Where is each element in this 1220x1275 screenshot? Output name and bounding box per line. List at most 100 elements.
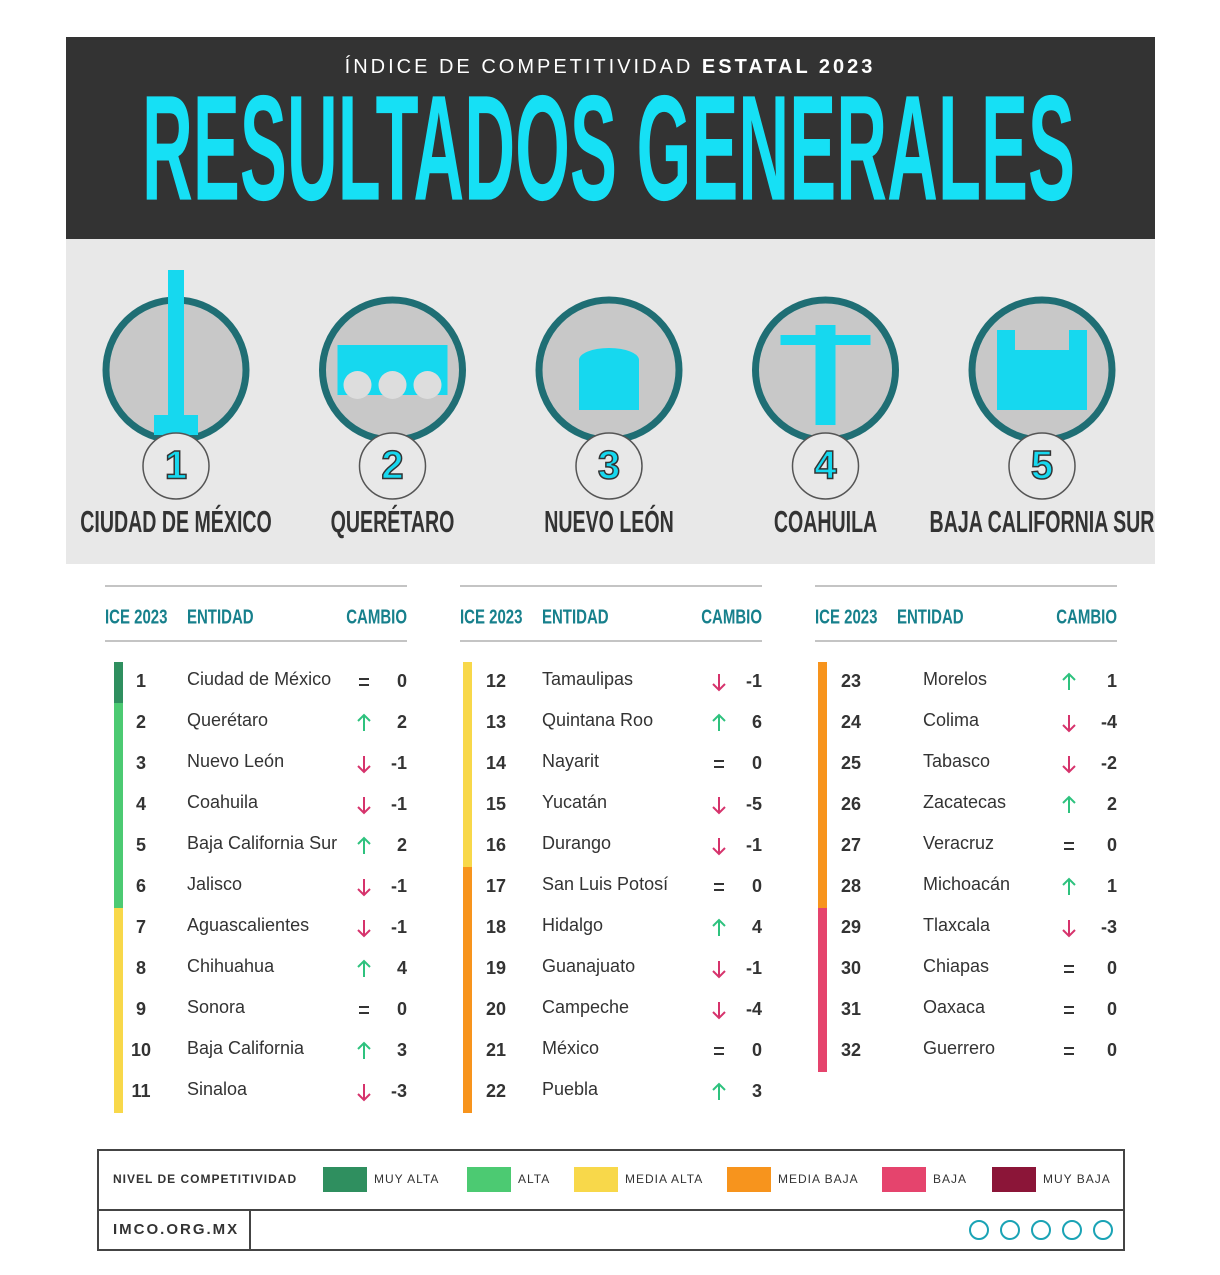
level-bar xyxy=(463,703,472,744)
icon-part xyxy=(997,350,1087,410)
change: -4 xyxy=(746,999,762,1019)
header-band xyxy=(66,37,1155,239)
entity: Tlaxcala xyxy=(923,915,991,935)
level-bar xyxy=(114,867,123,908)
change: 0 xyxy=(1107,958,1117,978)
level-bar xyxy=(818,826,827,867)
rank: 13 xyxy=(486,712,506,732)
change: 2 xyxy=(397,712,407,732)
entity: Campeche xyxy=(542,997,629,1017)
entity: México xyxy=(542,1038,599,1058)
change: 2 xyxy=(397,835,407,855)
podium-icon xyxy=(579,348,639,410)
entity: Quintana Roo xyxy=(542,710,653,730)
entity: Morelos xyxy=(923,669,987,689)
level-bar xyxy=(818,990,827,1031)
podium-item: 1 CIUDAD DE MÉXICO xyxy=(80,270,272,539)
social-icon[interactable] xyxy=(1031,1220,1051,1240)
change-arrow xyxy=(357,713,371,731)
change: -5 xyxy=(746,794,762,814)
level-bar xyxy=(463,826,472,867)
icon-part xyxy=(815,325,836,425)
entity: Jalisco xyxy=(187,874,242,894)
change: 4 xyxy=(397,958,407,978)
rank: 28 xyxy=(841,876,861,896)
level-bar xyxy=(463,744,472,785)
level-bar xyxy=(463,949,472,990)
change-arrow xyxy=(357,1084,371,1102)
change-arrow xyxy=(357,797,371,815)
change: 0 xyxy=(752,753,762,773)
change-arrow xyxy=(712,961,726,979)
entity: San Luis Potosí xyxy=(542,874,668,894)
rank: 11 xyxy=(131,1081,150,1101)
table-header: ENTIDAD xyxy=(187,605,254,628)
social-icon[interactable] xyxy=(1093,1220,1113,1240)
podium-name: QUERÉTARO xyxy=(331,505,455,540)
legend-swatch xyxy=(992,1167,1036,1192)
rank: 4 xyxy=(136,794,146,814)
table-header: ICE 2023 xyxy=(460,605,523,628)
level-bar xyxy=(463,990,472,1031)
legend-swatch xyxy=(574,1167,618,1192)
rank: 32 xyxy=(841,1040,861,1060)
level-bar xyxy=(114,1072,123,1113)
rank: 29 xyxy=(841,917,861,937)
change-arrow xyxy=(712,1082,726,1100)
title: RESULTADOS GENERALES xyxy=(142,64,1075,232)
podium-rank-circle xyxy=(142,432,210,500)
change-arrow xyxy=(1062,920,1076,938)
change-arrow xyxy=(712,1002,726,1020)
change-arrow xyxy=(357,836,371,854)
level-bar xyxy=(463,867,472,908)
change: -1 xyxy=(746,958,762,978)
change-arrow xyxy=(357,959,371,977)
table-header: CAMBIO xyxy=(346,605,407,628)
rank: 24 xyxy=(841,712,861,732)
level-bar xyxy=(114,1031,123,1072)
rank: 20 xyxy=(486,999,506,1019)
social-icon[interactable] xyxy=(1062,1220,1082,1240)
rank: 31 xyxy=(841,999,861,1019)
table-header: CAMBIO xyxy=(1056,605,1117,628)
podium-item: 4 COAHUILA xyxy=(752,296,899,539)
table-header: ENTIDAD xyxy=(542,605,609,628)
footer-site[interactable]: IMCO.ORG.MX xyxy=(113,1221,239,1238)
podium-item: 5 BAJA CALIFORNIA SUR xyxy=(930,296,1155,539)
icon-part xyxy=(413,371,442,399)
rank: 7 xyxy=(136,917,146,937)
level-bar xyxy=(463,785,472,826)
level-bar xyxy=(463,1031,472,1072)
social-icon[interactable] xyxy=(1000,1220,1020,1240)
change-arrow xyxy=(1062,715,1076,733)
podium-icon xyxy=(997,330,1087,410)
level-bar xyxy=(818,867,827,908)
social-icon[interactable] xyxy=(969,1220,989,1240)
entity: Chiapas xyxy=(923,956,989,976)
change-arrow xyxy=(712,797,726,815)
level-bar xyxy=(818,949,827,990)
change: 4 xyxy=(752,917,762,937)
rank: 18 xyxy=(486,917,506,937)
rank: 15 xyxy=(486,794,506,814)
entity: Sinaloa xyxy=(187,1079,248,1099)
entity: Chihuahua xyxy=(187,956,275,976)
table-header: CAMBIO xyxy=(701,605,762,628)
icon-part xyxy=(579,360,639,410)
entity: Guerrero xyxy=(923,1038,995,1058)
entity: Tamaulipas xyxy=(542,669,633,689)
level-bar xyxy=(114,703,123,744)
change: -1 xyxy=(746,671,762,691)
change-arrow xyxy=(712,838,726,856)
level-bar xyxy=(463,1072,472,1113)
podium-rank-circle xyxy=(1008,432,1076,500)
icon-part xyxy=(154,415,198,435)
rank: 26 xyxy=(841,794,861,814)
social-icons xyxy=(969,1220,1113,1240)
icon-part xyxy=(343,371,372,399)
rank: 2 xyxy=(136,712,146,732)
legend-label: MUY BAJA xyxy=(1043,1172,1111,1186)
entity: Zacatecas xyxy=(923,792,1006,812)
rank: 6 xyxy=(136,876,146,896)
rank: 9 xyxy=(136,999,146,1019)
